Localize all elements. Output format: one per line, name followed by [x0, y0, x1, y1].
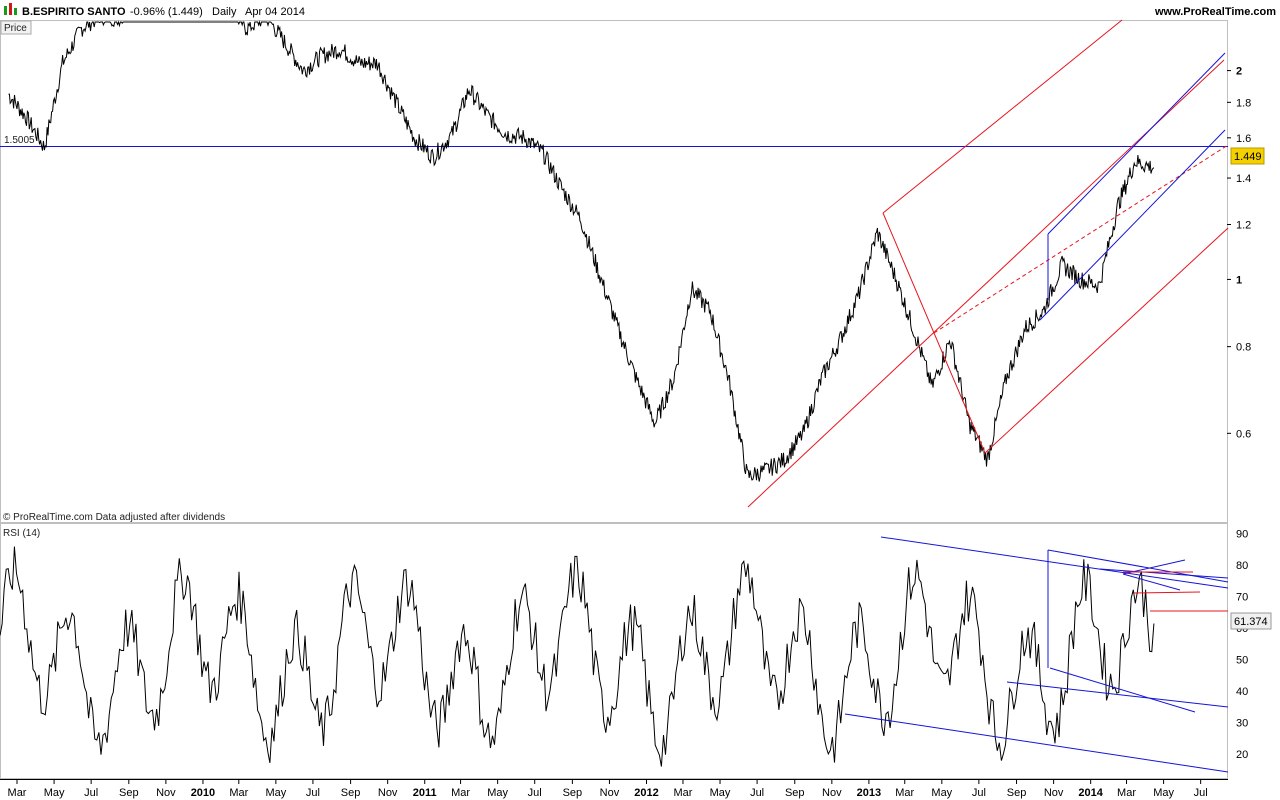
price-panel-label: Price	[4, 23, 27, 34]
x-tick-label: May	[931, 787, 952, 799]
x-tick-label: 2012	[634, 787, 658, 799]
x-tick-label: Sep	[785, 787, 805, 799]
rsi-y-tick: 20	[1236, 749, 1248, 761]
x-tick-label: Mar	[229, 787, 248, 799]
rsi-trendlines-drawing[interactable]	[844, 536, 1229, 773]
rsi-y-tick: 90	[1236, 528, 1248, 540]
x-tick-label: Mar	[673, 787, 692, 799]
x-tick-label: 2014	[1078, 787, 1103, 799]
data-source-footer: © ProRealTime.com Data adjusted after di…	[3, 512, 225, 523]
price-y-tick: 1.4	[1236, 173, 1251, 185]
last-rsi-badge	[1230, 612, 1272, 630]
app-logo-icon	[4, 3, 17, 15]
instrument-name: B.ESPIRITO SANTO	[22, 6, 126, 18]
price-y-tick: 1	[1236, 274, 1242, 286]
price-series-line	[8, 20, 1155, 482]
x-tick-label: Mar	[1117, 787, 1136, 799]
x-tick-label: Nov	[1044, 787, 1064, 799]
brand-link[interactable]: www.ProRealTime.com	[1154, 6, 1276, 18]
x-tick-label: Mar	[895, 787, 914, 799]
x-tick-label: Sep	[563, 787, 583, 799]
price-y-tick: 0.8	[1236, 342, 1251, 354]
last-price-badge	[1230, 147, 1265, 165]
rsi-panel-frame	[0, 523, 1228, 779]
rsi-y-tick: 80	[1236, 560, 1248, 572]
x-tick-label: Nov	[156, 787, 176, 799]
price-y-tick: 1.8	[1236, 97, 1251, 109]
x-tick-label: Jul	[750, 787, 764, 799]
x-tick-label: Jul	[528, 787, 542, 799]
x-tick-label: 2011	[413, 787, 437, 799]
level-line-label: 1.5005	[4, 135, 35, 146]
x-tick-label: Jul	[1194, 787, 1208, 799]
x-tick-label: Sep	[341, 787, 361, 799]
price-y-tick: 1.6	[1236, 133, 1251, 145]
x-tick-label: Nov	[822, 787, 842, 799]
x-tick-label: Mar	[8, 787, 27, 799]
x-tick-label: Nov	[600, 787, 620, 799]
red-pitchfork-drawing[interactable]	[747, 19, 1229, 508]
x-tick-label: Sep	[1007, 787, 1027, 799]
last-price-value: 1.449	[1234, 151, 1262, 163]
price-y-axis: 2 1.8 1.6 1.4 1.2 1 0.8 0.6	[1227, 66, 1251, 440]
rsi-panel-label: RSI (14)	[3, 528, 40, 539]
x-tick-label: 2013	[857, 787, 881, 799]
x-tick-label: Nov	[378, 787, 398, 799]
x-tick-label: 2010	[191, 787, 215, 799]
time-x-axis: Mar May Jul Sep Nov 2010 Mar May Jul Sep Nov 2011 Ma…	[8, 779, 1208, 799]
x-tick-label: Jul	[306, 787, 320, 799]
rsi-y-tick: 50	[1236, 654, 1248, 666]
x-tick-label: Sep	[119, 787, 139, 799]
rsi-y-tick: 70	[1236, 591, 1248, 603]
x-tick-label: Jul	[972, 787, 986, 799]
timeframe-label[interactable]: Daily	[212, 6, 237, 18]
price-y-tick: 2	[1236, 66, 1242, 78]
rsi-y-axis: 9080706050403020	[1236, 528, 1248, 761]
blue-channel-drawing[interactable]	[1039, 52, 1226, 321]
x-tick-label: May	[1153, 787, 1174, 799]
price-change: -0.96% (1.449)	[130, 6, 203, 18]
rsi-red-markers[interactable]	[1123, 571, 1228, 612]
x-tick-label: May	[487, 787, 508, 799]
price-panel-frame	[0, 20, 1228, 523]
x-tick-label: May	[710, 787, 731, 799]
x-tick-label: May	[265, 787, 286, 799]
chart-date: Apr 04 2014	[245, 6, 305, 18]
rsi-series-line	[0, 546, 1155, 767]
x-tick-label: Mar	[451, 787, 470, 799]
price-y-tick: 1.2	[1236, 219, 1251, 231]
last-rsi-value: 61.374	[1234, 616, 1268, 628]
x-tick-label: Jul	[84, 787, 98, 799]
price-y-tick: 0.6	[1236, 428, 1251, 440]
rsi-y-tick: 30	[1236, 717, 1248, 729]
x-tick-label: May	[44, 787, 65, 799]
rsi-y-tick: 40	[1236, 686, 1248, 698]
